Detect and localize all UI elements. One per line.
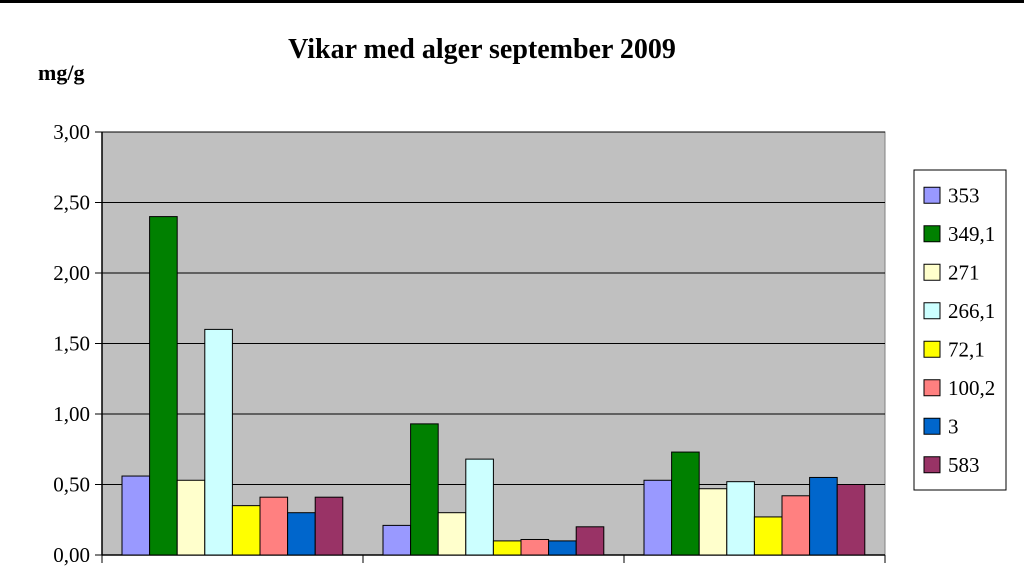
bar-72-1-cat3 xyxy=(753,516,783,556)
chart-title: Vikar med alger september 2009 xyxy=(288,34,676,65)
legend-label: 100,2 xyxy=(948,376,995,400)
bar-100-2-cat1 xyxy=(259,496,289,556)
bar-353-cat1 xyxy=(121,475,151,556)
bar-3-cat3 xyxy=(809,476,838,556)
bar-583-cat1 xyxy=(314,496,344,556)
bar-266-1-cat1 xyxy=(204,328,233,556)
bar-583-cat2 xyxy=(575,526,605,556)
legend-label: 353 xyxy=(948,183,980,207)
bar-271-cat3 xyxy=(698,488,728,556)
legend-swatch xyxy=(923,379,941,397)
bar-72-1-cat2 xyxy=(492,540,522,556)
bar-100-2-cat3 xyxy=(781,495,811,556)
bar-266-1-cat2 xyxy=(465,458,494,556)
legend-label: 266,1 xyxy=(948,299,995,323)
legend-label: 3 xyxy=(948,414,959,438)
bar-349-1-cat3 xyxy=(671,451,700,556)
legend-label: 271 xyxy=(948,260,980,284)
bar-353-cat2 xyxy=(382,524,412,556)
y-tick-label: 0,00 xyxy=(53,543,90,567)
bar-266-1-cat3 xyxy=(726,481,755,556)
legend-swatch xyxy=(923,456,941,474)
legend-label: 349,1 xyxy=(948,222,995,246)
bar-72-1-cat1 xyxy=(231,505,261,556)
y-tick-label: 1,50 xyxy=(53,332,90,356)
top-border-line xyxy=(0,0,1024,3)
y-tick-label: 2,50 xyxy=(53,191,90,215)
bar-3-cat2 xyxy=(548,540,577,556)
y-tick-label: 0,50 xyxy=(53,473,90,497)
bar-349-1-cat1 xyxy=(149,216,178,556)
legend-box xyxy=(913,169,1007,491)
bar-100-2-cat2 xyxy=(520,538,550,556)
legend-swatch xyxy=(923,186,941,204)
bar-353-cat3 xyxy=(643,479,673,556)
bar-271-cat2 xyxy=(437,512,467,556)
legend-swatch xyxy=(923,263,941,281)
legend-swatch xyxy=(923,225,941,243)
bar-3-cat1 xyxy=(287,512,316,556)
bar-349-1-cat2 xyxy=(410,423,439,556)
y-axis-unit-label: mg/g xyxy=(38,60,85,85)
y-tick-label: 1,00 xyxy=(53,402,90,426)
y-tick-label: 3,00 xyxy=(53,120,90,144)
y-tick-label: 2,00 xyxy=(53,261,90,285)
legend-swatch xyxy=(923,302,941,320)
legend-label: 583 xyxy=(948,453,980,477)
bar-271-cat1 xyxy=(176,479,206,556)
legend-swatch xyxy=(923,340,941,358)
legend-swatch xyxy=(923,417,941,435)
legend-label: 72,1 xyxy=(948,337,985,361)
bar-583-cat3 xyxy=(836,484,866,556)
